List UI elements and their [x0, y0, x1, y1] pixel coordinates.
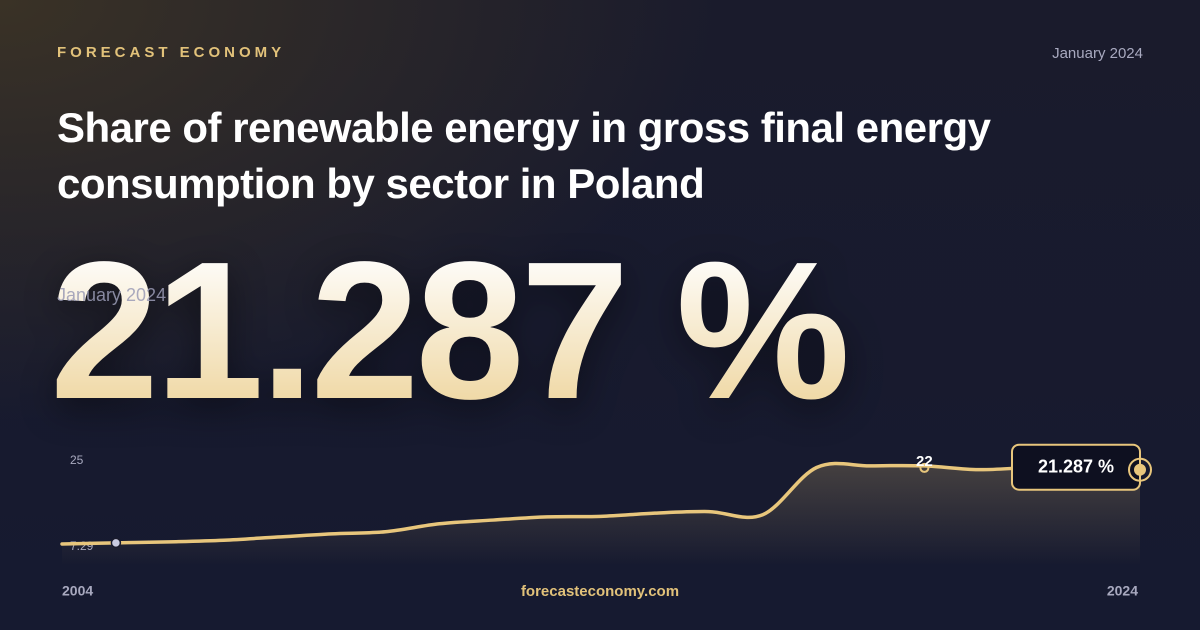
brand: FORECAST ECONOMY: [57, 44, 286, 61]
callout-label: 21.287 %: [1038, 456, 1114, 476]
latest-dot: [1134, 463, 1146, 476]
footer: forecasteconomy.com: [520, 583, 680, 600]
latest-ring: [1128, 457, 1152, 482]
line: [60, 461, 1142, 546]
annotation-label: 22: [916, 453, 933, 470]
date: January 2024: [1052, 45, 1143, 62]
headline-date: January 2024: [57, 285, 167, 305]
y-tick-label: 25: [70, 453, 84, 467]
start-dot: [110, 537, 122, 549]
headline-value: 21.287 %: [50, 221, 850, 440]
x-tick-label: 2024: [1107, 583, 1138, 599]
area-fill: [62, 463, 1140, 565]
annotation-dot: [919, 462, 930, 473]
title: Share of renewable energy in gross final…: [57, 104, 991, 207]
x-tick-label: 2004: [62, 583, 93, 599]
